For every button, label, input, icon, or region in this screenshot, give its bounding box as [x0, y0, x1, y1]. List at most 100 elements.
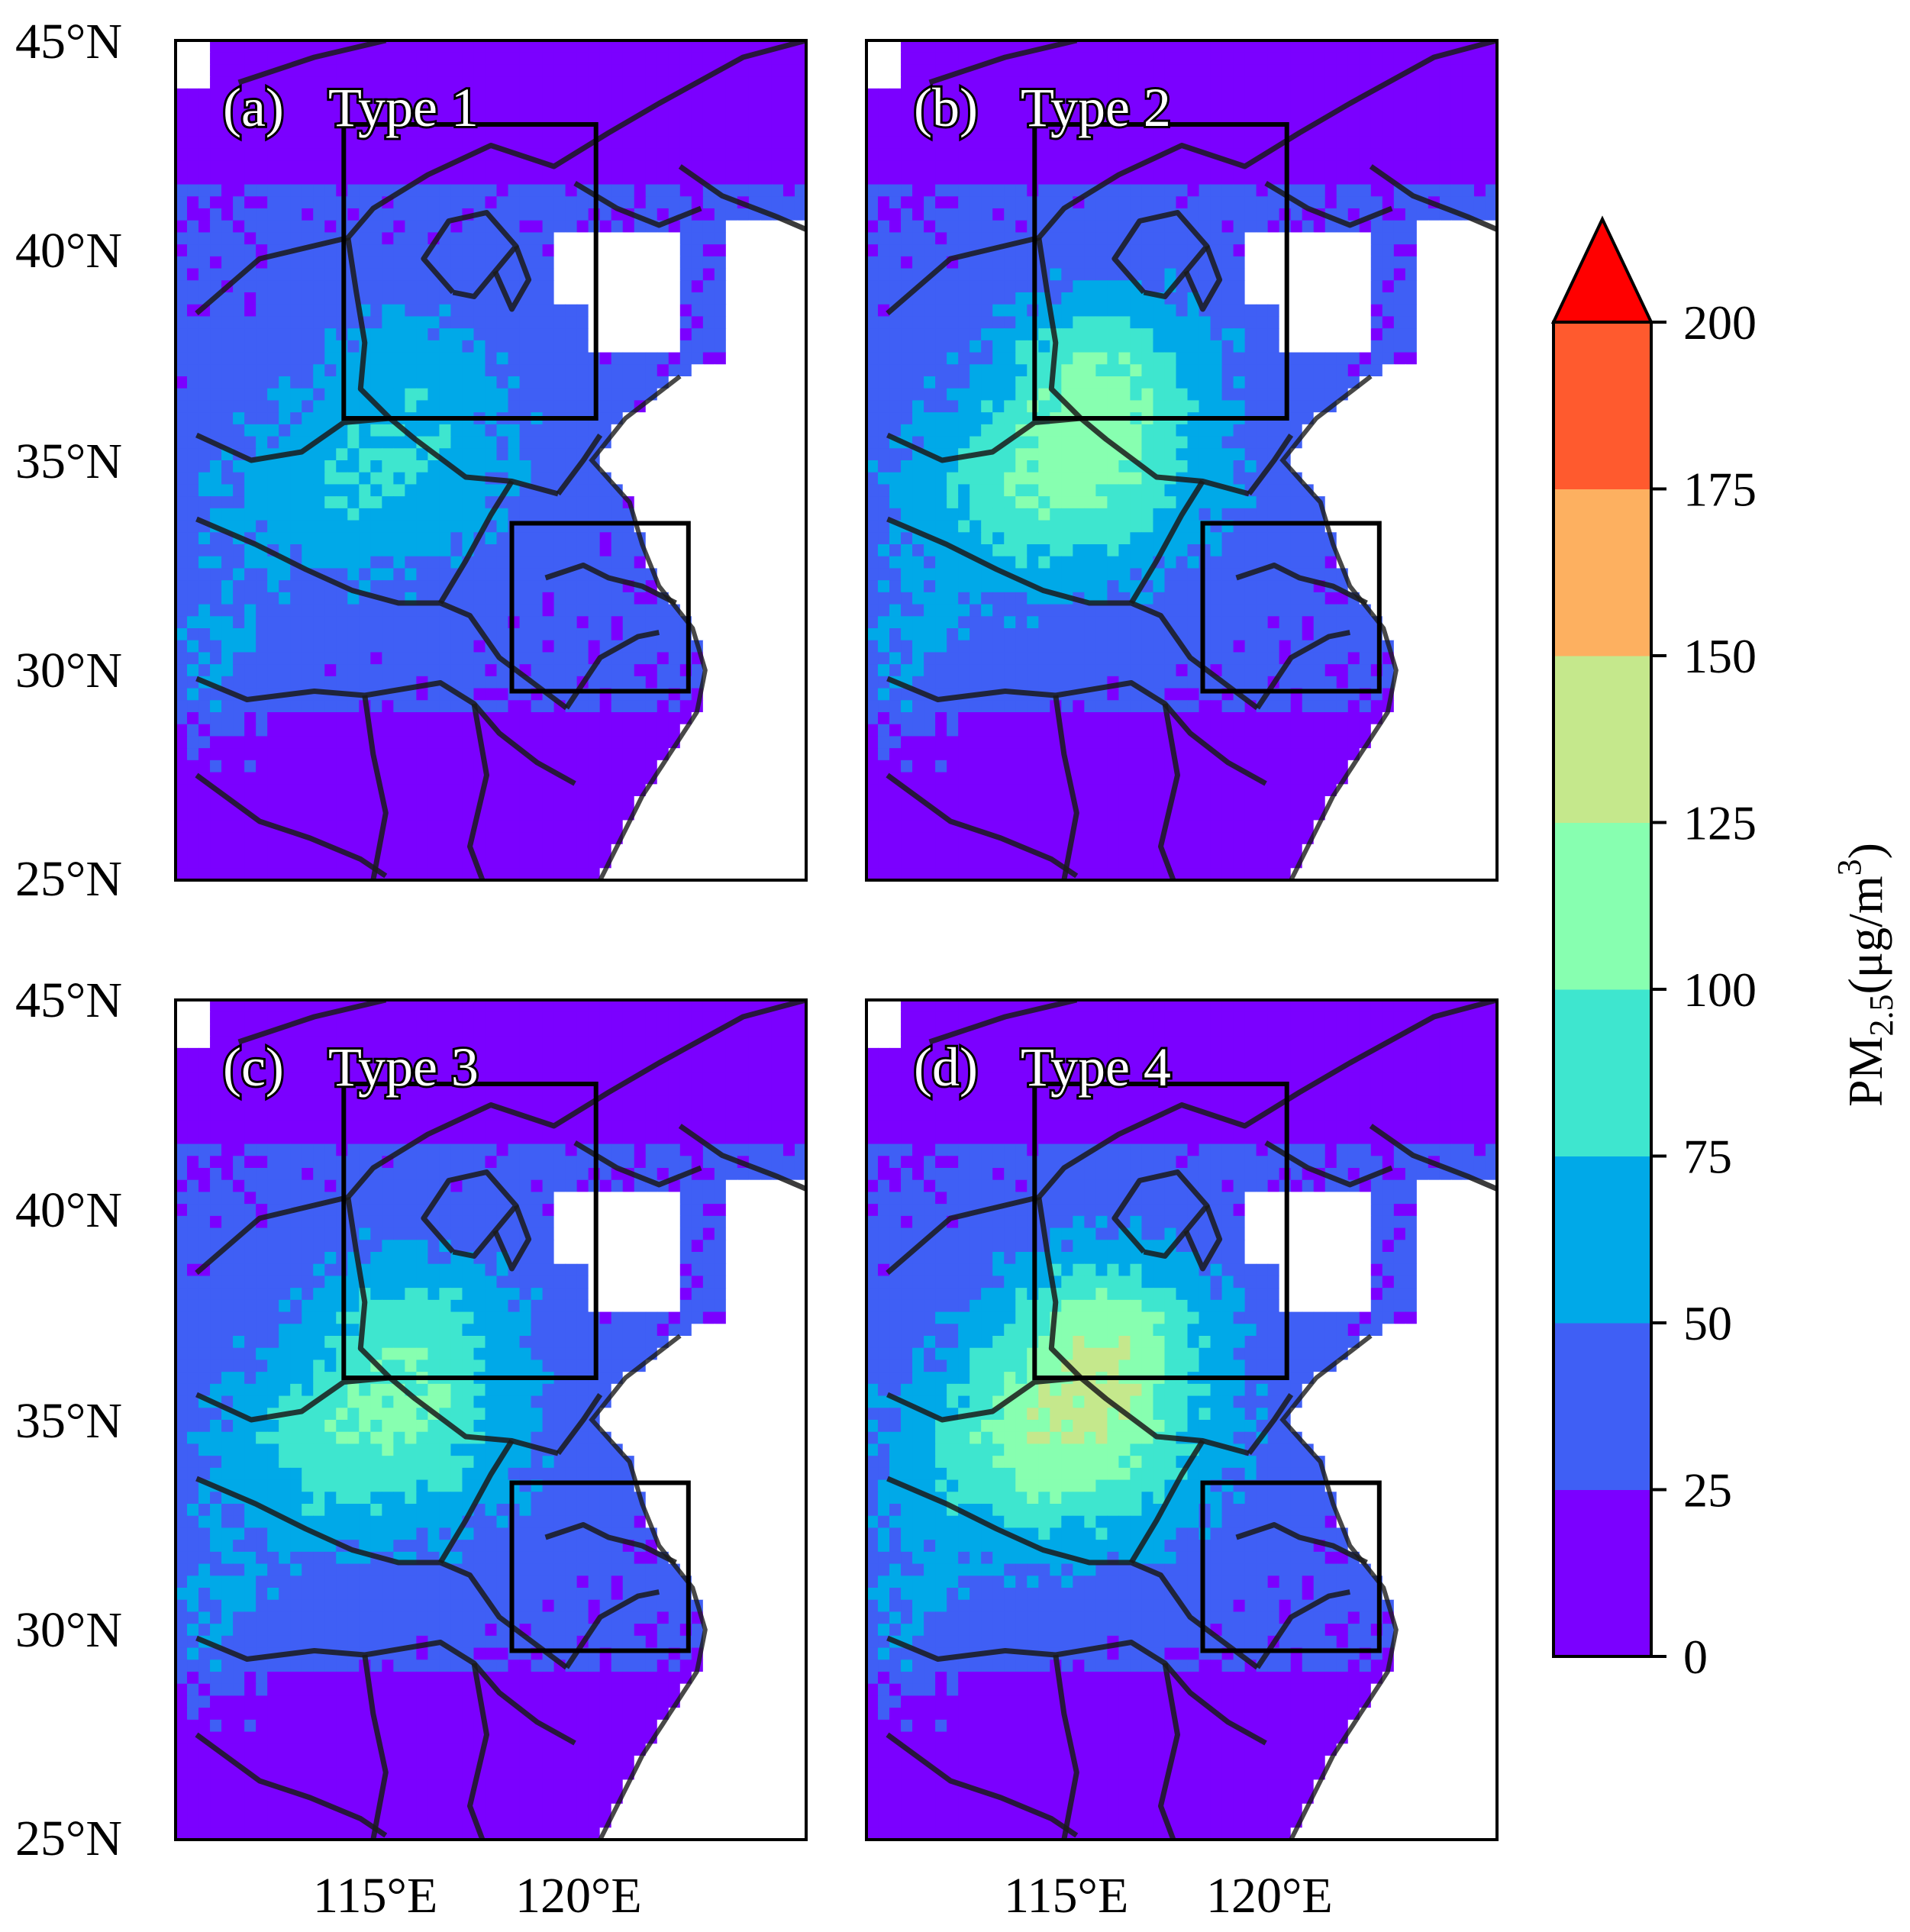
- pm25-grid-cell: [878, 256, 890, 269]
- pm25-grid-cell: [473, 424, 486, 437]
- pm25-grid-cell: [668, 244, 681, 257]
- pm25-grid-cell: [496, 640, 509, 653]
- pm25-grid-cell: [599, 328, 612, 341]
- pm25-grid-cell: [553, 616, 566, 629]
- pm25-grid-cell: [691, 64, 704, 77]
- pm25-grid-cell: [1405, 52, 1418, 66]
- pm25-grid-cell: [1061, 232, 1073, 245]
- pm25-grid-cell: [679, 736, 692, 749]
- pm25-grid-cell: [542, 832, 555, 845]
- pm25-grid-cell: [176, 808, 188, 821]
- pm25-grid-cell: [290, 472, 302, 485]
- pm25-grid-cell: [359, 748, 371, 761]
- pm25-grid-cell: [1199, 40, 1211, 53]
- pm25-grid-cell: [462, 160, 475, 173]
- pm25-grid-cell: [679, 292, 692, 305]
- pm25-grid-cell: [473, 580, 486, 593]
- pm25-grid-cell: [1050, 88, 1062, 102]
- pm25-grid-cell: [1153, 40, 1166, 53]
- pm25-grid-cell: [878, 136, 890, 150]
- pm25-grid-cell: [645, 412, 658, 425]
- pm25-grid-cell: [714, 448, 727, 461]
- pm25-grid-cell: [416, 843, 428, 857]
- pm25-grid-cell: [889, 220, 902, 234]
- pm25-grid-cell: [1164, 256, 1177, 269]
- pm25-grid-cell: [519, 724, 532, 737]
- pm25-grid-cell: [473, 112, 486, 125]
- pm25-grid-cell: [267, 676, 279, 689]
- pm25-grid-cell: [588, 772, 601, 785]
- pm25-grid-cell: [1290, 232, 1303, 245]
- pm25-grid-cell: [576, 124, 589, 137]
- pm25-grid-cell: [210, 843, 222, 857]
- pm25-grid-cell: [290, 208, 302, 221]
- pm25-grid-cell: [691, 592, 704, 605]
- pm25-grid-cell: [462, 676, 475, 689]
- pm25-grid-cell: [416, 280, 428, 293]
- pm25-grid-cell: [737, 784, 750, 797]
- pm25-grid-cell: [1416, 148, 1429, 161]
- pm25-grid-cell: [782, 292, 795, 305]
- pm25-grid-cell: [416, 640, 428, 653]
- pm25-grid-cell: [359, 64, 371, 77]
- pm25-grid-cell: [1141, 112, 1154, 125]
- pm25-grid-cell: [1004, 256, 1016, 269]
- pm25-grid-cell: [531, 112, 544, 125]
- pm25-grid-cell: [359, 124, 371, 137]
- pm25-grid-cell: [313, 316, 325, 329]
- pm25-grid-cell: [382, 64, 394, 77]
- pm25-grid-cell: [1485, 184, 1497, 197]
- pm25-grid-cell: [1416, 112, 1429, 125]
- pm25-grid-cell: [1393, 124, 1406, 137]
- pm25-grid-cell: [1382, 136, 1395, 150]
- pm25-grid-cell: [508, 712, 521, 725]
- pm25-grid-cell: [244, 628, 256, 641]
- pm25-grid-cell: [531, 712, 544, 725]
- pm25-grid-cell: [233, 676, 245, 689]
- pm25-grid-cell: [1302, 136, 1315, 150]
- pm25-grid-cell: [1015, 268, 1028, 281]
- pm25-grid-cell: [302, 304, 314, 318]
- pm25-grid-cell: [256, 628, 268, 641]
- pm25-grid-cell: [725, 340, 738, 353]
- pm25-grid-cell: [668, 268, 681, 281]
- pm25-grid-cell: [267, 124, 279, 137]
- pm25-grid-cell: [176, 64, 188, 77]
- pm25-grid-cell: [691, 268, 704, 281]
- pm25-grid-cell: [679, 136, 692, 150]
- pm25-grid-cell: [267, 700, 279, 713]
- pm25-grid-cell: [393, 820, 405, 833]
- pm25-grid-cell: [290, 484, 302, 497]
- pm25-grid-cell: [370, 460, 382, 473]
- pm25-grid-cell: [485, 796, 498, 809]
- pm25-grid-cell: [508, 460, 521, 473]
- pm25-grid-cell: [1462, 88, 1475, 102]
- pm25-grid-cell: [210, 448, 222, 461]
- pm25-grid-cell: [221, 700, 234, 713]
- pm25-grid-cell: [279, 508, 291, 521]
- pm25-grid-cell: [427, 496, 440, 509]
- pm25-grid-cell: [668, 712, 681, 725]
- pm25-grid-cell: [1164, 220, 1177, 234]
- pm25-grid-cell: [1347, 256, 1360, 269]
- pm25-grid-cell: [496, 508, 509, 521]
- pm25-grid-cell: [416, 544, 428, 557]
- pm25-grid-cell: [290, 604, 302, 617]
- pm25-grid-cell: [1084, 64, 1096, 77]
- pm25-grid-cell: [611, 256, 624, 269]
- pm25-grid-cell: [302, 64, 314, 77]
- pm25-grid-cell: [485, 532, 498, 545]
- pm25-grid-cell: [714, 520, 727, 533]
- pm25-grid-cell: [657, 196, 669, 209]
- pm25-grid-cell: [416, 88, 428, 102]
- pm25-grid-cell: [1164, 160, 1177, 173]
- pm25-grid-cell: [1416, 160, 1429, 173]
- pm25-grid-cell: [771, 460, 784, 473]
- pm25-grid-cell: [748, 604, 761, 617]
- pm25-grid-cell: [347, 472, 360, 485]
- pm25-grid-cell: [611, 136, 624, 150]
- pm25-grid-cell: [531, 232, 544, 245]
- pm25-grid-cell: [496, 772, 509, 785]
- pm25-grid-cell: [760, 424, 773, 437]
- pm25-grid-cell: [565, 160, 578, 173]
